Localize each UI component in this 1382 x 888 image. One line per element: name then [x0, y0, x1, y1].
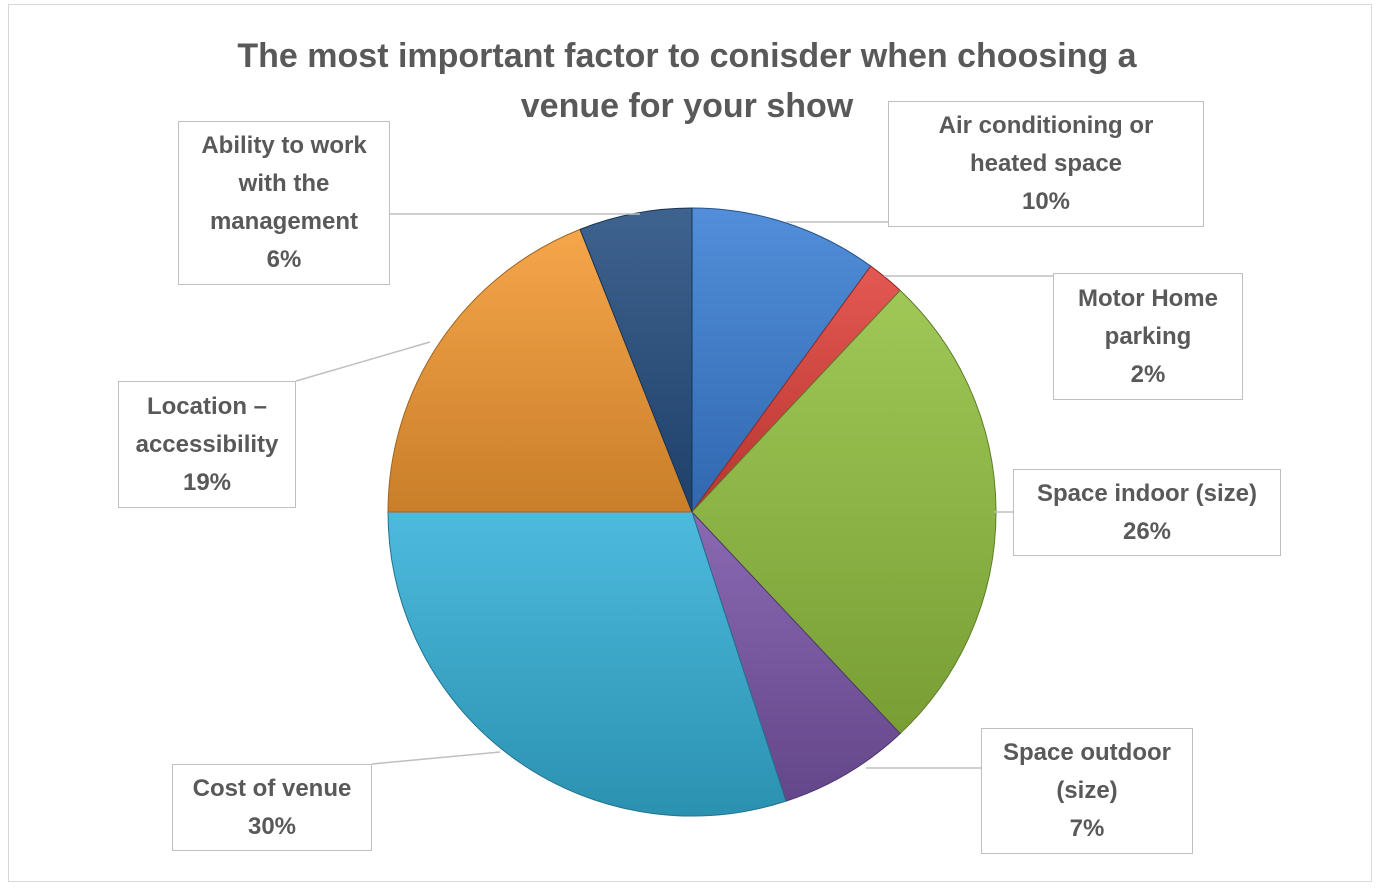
pie-slice-0 [691, 207, 872, 514]
data-label-category: Cost of venue [192, 774, 352, 802]
data-label-1: Motor Home parking 2% [1053, 273, 1243, 400]
data-label-percent: 30% [247, 812, 297, 840]
data-label-category: Ability to work [201, 132, 367, 159]
data-label-category: management [209, 208, 359, 235]
data-label-5: Location – accessibility 19% [118, 381, 296, 508]
pie-slices [387, 207, 997, 817]
data-label-0: Air conditioning or heated space 10% [888, 101, 1204, 227]
data-label-category: (size) [1056, 777, 1118, 804]
pie-slice-5 [387, 228, 693, 513]
data-label-percent: 7% [1069, 815, 1105, 842]
data-label-3: Space outdoor (size) 7% [981, 728, 1193, 854]
leader-lines [295, 213, 1053, 769]
chart-title-line-1: The most important factor to conisder wh… [237, 37, 1137, 75]
data-label-category: accessibility [135, 430, 279, 458]
data-label-category: heated space [969, 150, 1123, 177]
data-label-percent: 19% [182, 468, 232, 496]
data-label-category: parking [1104, 322, 1192, 350]
data-label-category: Motor Home [1078, 284, 1218, 312]
data-label-category: Space indoor (size) [1036, 479, 1258, 507]
data-label-percent: 6% [266, 246, 302, 273]
pie-slice-3 [691, 511, 901, 802]
leader-line-4 [371, 751, 501, 765]
leader-line-5 [295, 341, 431, 382]
chart-frame: The most important factor to conisder wh… [8, 4, 1372, 882]
data-label-4: Cost of venue 30% [172, 764, 372, 851]
chart-title: The most important factor to conisder wh… [9, 31, 1365, 131]
data-label-2: Space indoor (size) 26% [1013, 469, 1281, 556]
data-label-6: Ability to work with the management 6% [178, 121, 390, 285]
data-label-percent: 2% [1130, 360, 1166, 388]
data-label-category: Location – [146, 392, 267, 420]
pie-slice-4 [387, 511, 787, 817]
data-label-category: Space outdoor [1002, 739, 1171, 766]
data-label-category: Air conditioning or [938, 112, 1154, 139]
data-label-category: with the [238, 170, 330, 197]
data-label-percent: 26% [1122, 517, 1172, 545]
chart-title-line-2: venue for your show [520, 87, 854, 125]
data-label-percent: 10% [1021, 188, 1071, 215]
